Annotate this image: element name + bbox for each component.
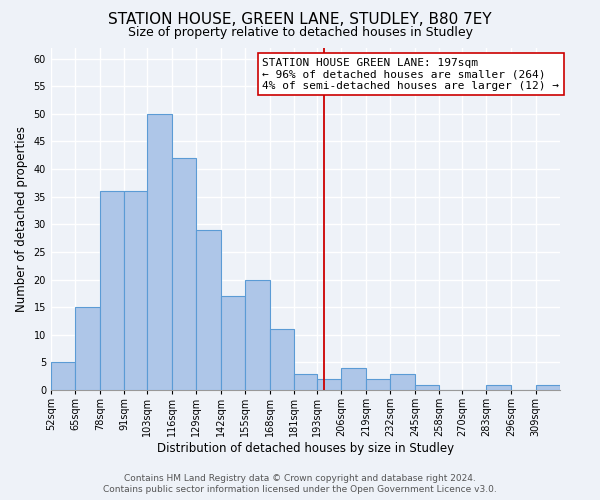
Y-axis label: Number of detached properties: Number of detached properties	[15, 126, 28, 312]
Text: Size of property relative to detached houses in Studley: Size of property relative to detached ho…	[128, 26, 473, 39]
Bar	[366, 379, 391, 390]
Text: STATION HOUSE, GREEN LANE, STUDLEY, B80 7EY: STATION HOUSE, GREEN LANE, STUDLEY, B80 …	[108, 12, 492, 28]
Bar	[245, 280, 269, 390]
Bar	[51, 362, 76, 390]
Bar	[317, 379, 341, 390]
Bar	[76, 307, 100, 390]
Bar	[341, 368, 366, 390]
Bar	[269, 330, 294, 390]
Bar	[487, 384, 511, 390]
Bar	[391, 374, 415, 390]
Bar	[196, 230, 221, 390]
Bar	[415, 384, 439, 390]
Bar	[536, 384, 560, 390]
X-axis label: Distribution of detached houses by size in Studley: Distribution of detached houses by size …	[157, 442, 454, 455]
Bar	[221, 296, 245, 390]
Text: Contains HM Land Registry data © Crown copyright and database right 2024.
Contai: Contains HM Land Registry data © Crown c…	[103, 474, 497, 494]
Bar	[147, 114, 172, 390]
Bar	[100, 191, 124, 390]
Bar	[124, 191, 147, 390]
Bar	[172, 158, 196, 390]
Text: STATION HOUSE GREEN LANE: 197sqm
← 96% of detached houses are smaller (264)
4% o: STATION HOUSE GREEN LANE: 197sqm ← 96% o…	[262, 58, 559, 91]
Bar	[294, 374, 317, 390]
